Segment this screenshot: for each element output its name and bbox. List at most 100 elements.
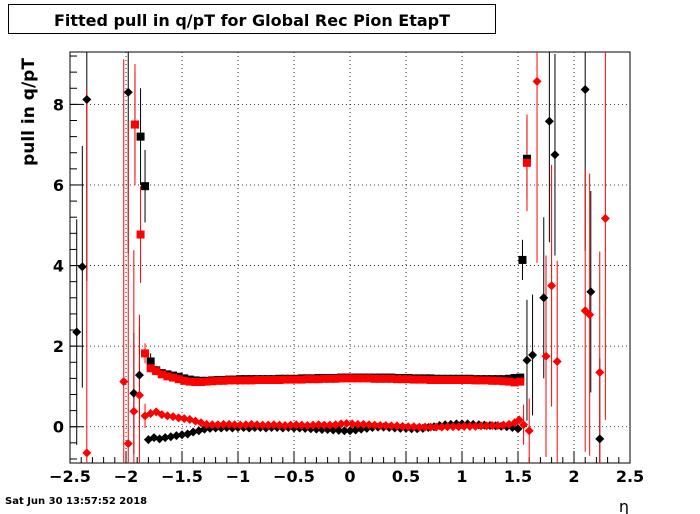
square-marker [359, 374, 368, 383]
diamond-marker [224, 419, 234, 429]
square-marker [225, 376, 234, 385]
diamond-marker [409, 422, 419, 432]
diamond-marker [207, 420, 217, 430]
square-marker [325, 374, 334, 383]
diamond-marker [470, 421, 480, 431]
square-marker [370, 374, 379, 383]
square-marker [376, 374, 385, 383]
diamond-marker [381, 421, 391, 431]
square-marker [426, 375, 435, 384]
diamond-marker [539, 293, 549, 303]
square-marker [443, 375, 452, 384]
x-tick-label: −2.5 [49, 467, 91, 486]
diamond-marker [514, 415, 524, 425]
diamond-marker [528, 350, 538, 360]
diamond-marker [442, 422, 452, 432]
square-marker [432, 375, 441, 384]
diamond-marker [398, 421, 408, 431]
square-marker [247, 376, 256, 385]
square-marker [146, 357, 155, 366]
data-points [72, 76, 610, 458]
square-marker [460, 375, 469, 384]
diamond-marker [202, 419, 212, 429]
square-marker [174, 375, 183, 384]
square-marker [169, 373, 178, 382]
diamond-marker [213, 420, 223, 430]
square-marker [202, 377, 211, 386]
diamond-marker [77, 262, 87, 272]
diamond-marker [532, 76, 542, 86]
square-marker [488, 376, 497, 385]
diamond-marker [162, 411, 172, 421]
square-marker [219, 376, 228, 385]
diamond-marker [263, 420, 273, 430]
y-tick-label: 8 [53, 95, 64, 114]
diamond-marker [522, 355, 532, 365]
diamond-marker [487, 421, 497, 431]
x-tick-label: −1.5 [161, 467, 203, 486]
square-marker [398, 375, 407, 384]
diamond-marker [336, 419, 346, 429]
square-marker [387, 374, 396, 383]
square-marker [348, 374, 357, 383]
diamond-marker [325, 420, 335, 430]
square-marker [141, 349, 150, 358]
diamond-marker [595, 434, 605, 444]
diamond-marker [437, 422, 447, 432]
diamond-marker [541, 351, 551, 361]
square-marker [136, 230, 145, 239]
x-tick-label: 2 [568, 467, 579, 486]
square-marker [516, 373, 525, 382]
square-marker [309, 375, 318, 384]
square-marker [381, 374, 390, 383]
diamond-marker [286, 420, 296, 430]
diamond-marker [345, 426, 355, 436]
square-marker [275, 375, 284, 384]
diamond-marker [330, 420, 340, 430]
square-marker [281, 375, 290, 384]
square-marker [404, 375, 413, 384]
square-marker [465, 375, 474, 384]
diamond-marker [586, 287, 596, 297]
diamond-marker [585, 310, 595, 320]
diamond-marker [119, 377, 129, 387]
diamond-marker [235, 420, 245, 430]
diamond-marker [171, 431, 181, 441]
square-marker [152, 367, 161, 376]
square-marker [522, 154, 531, 163]
tick-labels: −2.5 −2 −1.5 −1 −0.5 0 0.5 1 1.5 2 2.5 0 2 4 6 8 [49, 95, 644, 486]
square-marker [471, 376, 480, 385]
diamond-marker [370, 420, 380, 430]
square-marker [314, 375, 323, 384]
diamond-marker [177, 430, 187, 440]
square-marker [421, 375, 430, 384]
square-marker [331, 374, 340, 383]
diamond-marker [544, 116, 554, 126]
x-tick-label: −1 [226, 467, 251, 486]
diamond-marker [358, 419, 368, 429]
diamond-marker [174, 413, 184, 423]
square-marker [499, 377, 508, 386]
diamond-marker [552, 356, 562, 366]
square-marker [493, 376, 502, 385]
diamond-marker [519, 420, 529, 430]
square-marker [264, 375, 273, 384]
square-marker [241, 376, 250, 385]
square-marker [157, 370, 166, 379]
y-tick-label: 6 [53, 176, 64, 195]
square-marker [409, 375, 418, 384]
square-marker [180, 376, 189, 385]
diamond-marker [482, 421, 492, 431]
diamond-marker [297, 420, 307, 430]
x-axis-label: η [619, 497, 629, 514]
diamond-marker [347, 419, 357, 429]
square-marker [415, 375, 424, 384]
diamond-marker [82, 448, 92, 458]
diamond-marker [179, 414, 189, 424]
diamond-marker [218, 419, 228, 429]
diamond-marker [319, 420, 329, 430]
diamond-marker [82, 95, 92, 105]
square-marker [292, 375, 301, 384]
diamond-marker [513, 424, 523, 434]
square-marker [297, 375, 306, 384]
